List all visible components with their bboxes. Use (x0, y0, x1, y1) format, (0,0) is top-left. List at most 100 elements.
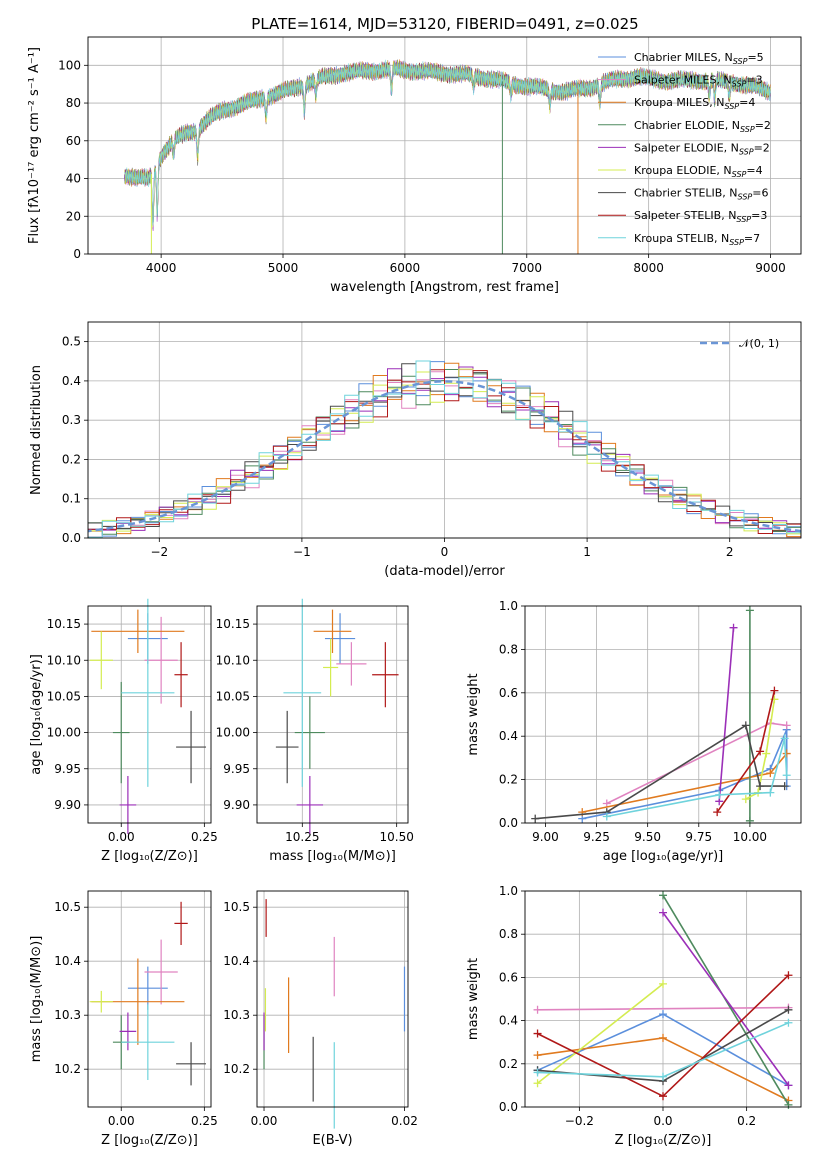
weight-line (537, 1006, 789, 1011)
weight-line (582, 753, 788, 813)
y-tick-label: 10.3 (223, 1008, 250, 1022)
legend-entry: Kroupa MILES, NSSP=4 (634, 96, 755, 111)
y-axis-label: mass weight (466, 958, 481, 1040)
x-tick-label: 4000 (146, 261, 177, 275)
y-tick-label: 10.4 (223, 954, 250, 968)
y-tick-label: 100 (58, 58, 81, 72)
weight-series (715, 623, 738, 806)
weight-marker (766, 769, 775, 778)
weight-marker (780, 782, 789, 791)
plot-area (88, 360, 801, 538)
errorbar-point (313, 609, 352, 654)
histogram-series (88, 360, 801, 538)
y-tick-label: 10.3 (54, 1008, 81, 1022)
x-tick-label: 0.00 (251, 1114, 278, 1128)
axes-frame (87, 36, 802, 255)
y-tick-label: 20 (66, 209, 81, 223)
x-tick-label: 9000 (755, 261, 786, 275)
errorbar-point (174, 642, 188, 708)
residuals-panel: −2 −1 0 1 2 0.0 0.1 0.2 0.3 0.4 0.5 (data-model)/er… (29, 321, 802, 579)
y-tick-label: 10.5 (54, 900, 81, 914)
y-tick-label: 0.2 (62, 452, 81, 466)
x-tick-label: 5000 (268, 261, 299, 275)
weight-marker (659, 1072, 667, 1081)
weight-marker (784, 1005, 793, 1014)
y-tick-label: 0.6 (499, 970, 518, 984)
plot-area (89, 901, 207, 1086)
y-tick-label: 0.8 (499, 927, 518, 941)
y-tick-label: 40 (66, 172, 81, 186)
y-tick-label: 0.4 (499, 1014, 518, 1028)
weight-marker (780, 734, 789, 743)
legend-entry: Salpeter MILES, NSSP=3 (634, 74, 763, 89)
x-tick-label: 1 (583, 545, 591, 559)
weight-line (606, 722, 787, 805)
weight-marker (782, 749, 791, 758)
legend-entry: Kroupa ELODIE, NSSP=4 (634, 164, 763, 179)
axes-frame (87, 321, 802, 539)
plot-area (124, 59, 771, 254)
errorbar-point (112, 681, 130, 784)
weight-line (537, 983, 664, 1084)
axes-frame (87, 890, 212, 1108)
weight-series (578, 749, 791, 817)
weight-series (745, 606, 754, 825)
errorbar-point (127, 966, 168, 1010)
legend-entry: Chabrier ELODIE, NSSP=2 (634, 119, 771, 134)
x-tick-label: 10.00 (733, 830, 767, 844)
errorbar-point (294, 696, 325, 769)
x-tick-label: 9.50 (634, 830, 661, 844)
spectrum-line (124, 59, 771, 226)
x-axis-label: mass [log₁₀(M/M⊙)] (269, 849, 396, 864)
axes-frame (87, 605, 212, 824)
y-tick-label: 1.0 (499, 599, 518, 613)
errorbar-point (323, 638, 339, 697)
x-tick-label: 10.25 (285, 830, 319, 844)
weight-series (531, 721, 789, 823)
y-axis-label: Flux [fλ10⁻¹⁷ erg cm⁻² s⁻¹ A⁻¹] (27, 47, 42, 244)
errorbar-point (89, 990, 113, 1013)
legend-entry: Kroupa STELIB, NSSP=7 (634, 232, 760, 247)
y-axis-label: mass [log₁₀(M/M⊙)] (29, 936, 44, 1063)
weight-marker (770, 686, 779, 695)
weight-marker (602, 799, 611, 808)
y-tick-label: 9.95 (223, 762, 250, 776)
y-tick-label: 60 (66, 134, 81, 148)
weight-series (533, 1018, 793, 1081)
y-tick-label: 10.15 (47, 617, 81, 631)
x-axis-label: age [log₁₀(age/yr)] (603, 849, 724, 864)
y-tick-label: 10.2 (223, 1062, 250, 1076)
weight-marker (762, 749, 771, 758)
y-tick-label: 0.0 (62, 531, 81, 545)
y-tick-label: 10.2 (54, 1062, 81, 1076)
y-tick-label: 0.0 (499, 816, 518, 830)
weight-marker (756, 782, 765, 791)
mass-vs-ebv-panel: 0.00 0.02 10.2 10.3 10.4 10.5 E(B-V) (223, 890, 418, 1148)
errorbar-point (176, 710, 207, 784)
weight-series (602, 719, 791, 808)
errorbar-point (372, 642, 399, 708)
x-tick-label: 0.25 (191, 1114, 218, 1128)
x-tick-label: 6000 (390, 261, 421, 275)
weight-marker (659, 1033, 667, 1042)
x-axis-label: E(B-V) (312, 1133, 352, 1148)
x-tick-label: 9.75 (685, 830, 712, 844)
y-tick-label: 10.05 (47, 689, 81, 703)
y-tick-label: 10.00 (216, 726, 250, 740)
weight-marker (784, 1081, 793, 1090)
axes-frame (256, 890, 409, 1108)
y-tick-label: 10.00 (47, 726, 81, 740)
weight-line (745, 699, 776, 800)
errorbar-point (119, 1012, 137, 1051)
mass-weight-vs-age-panel: 9.00 9.25 9.50 9.75 10.00 0.0 0.2 0.4 0.6 0.8 1.0 a… (466, 599, 802, 864)
weight-marker (782, 721, 791, 730)
plot-area (533, 891, 793, 1109)
y-tick-label: 0.8 (499, 642, 518, 656)
plot-area (89, 598, 207, 834)
age-vs-metallicity-panel: 0.00 0.25 9.90 9.95 10.00 10.05 10.10 10.15 Z [l… (29, 598, 218, 864)
y-tick-label: 9.90 (223, 798, 250, 812)
y-tick-label: 0.1 (62, 492, 81, 506)
errorbar-point (121, 1004, 175, 1080)
x-tick-label: 7000 (511, 261, 542, 275)
weight-marker (784, 971, 793, 980)
